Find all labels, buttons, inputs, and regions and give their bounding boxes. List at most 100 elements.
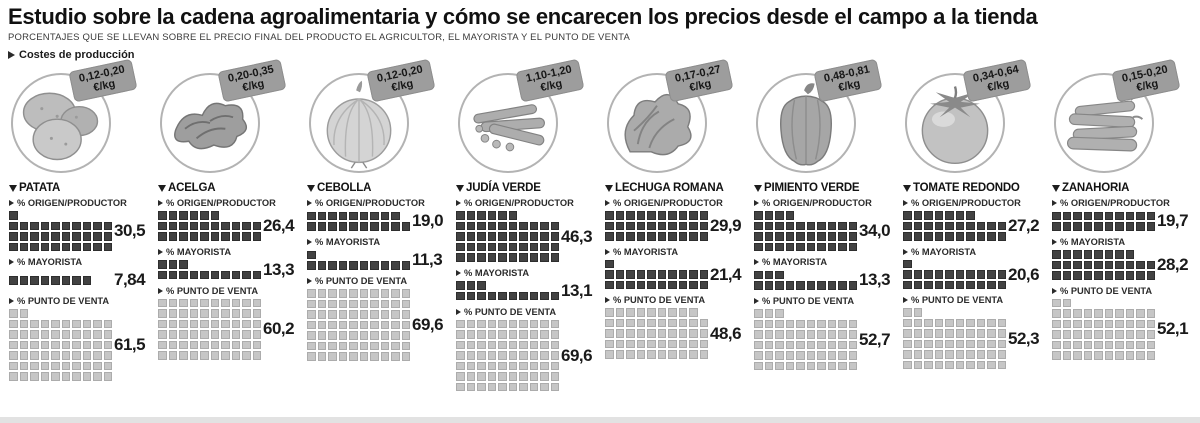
section-label: % PUNTO DE VENTA xyxy=(158,286,297,296)
waffle-row xyxy=(456,242,559,252)
waffle-square xyxy=(210,351,219,360)
waffle-row xyxy=(158,211,261,220)
waffle-square xyxy=(550,361,559,371)
waffle-square xyxy=(913,339,922,349)
waffle-square xyxy=(200,351,209,360)
waffle-square xyxy=(955,318,964,328)
triangle-right-icon xyxy=(307,278,312,285)
waffle-square xyxy=(82,372,91,381)
waffle-square xyxy=(189,351,198,360)
waffle-square xyxy=(519,242,528,252)
waffle-square xyxy=(1136,260,1145,270)
waffle-square xyxy=(242,270,251,280)
section-label: % ORIGEN/PRODUCTOR xyxy=(456,198,595,208)
waffle-square xyxy=(498,319,507,329)
waffle-square xyxy=(72,351,81,360)
waffle-square xyxy=(231,351,240,360)
waffle-square xyxy=(61,330,70,339)
waffle-row xyxy=(456,372,559,381)
product-photo-area: 1,10-1,20 €/kg xyxy=(458,58,585,179)
waffle-square xyxy=(913,232,922,241)
waffle-square xyxy=(796,221,805,231)
section-label: % ORIGEN/PRODUCTOR xyxy=(9,198,148,208)
waffle-square xyxy=(231,309,240,318)
waffle-square xyxy=(179,319,188,329)
waffle-square xyxy=(30,351,39,360)
waffle-square xyxy=(966,211,975,220)
waffle-square xyxy=(30,221,39,231)
waffle-square xyxy=(51,232,60,241)
waffle-square xyxy=(231,270,240,280)
waffle-square xyxy=(976,360,985,370)
waffle-square xyxy=(976,329,985,338)
waffle-row xyxy=(9,221,112,231)
waffle-square xyxy=(380,341,389,351)
waffle-row xyxy=(903,270,1006,279)
waffle-square xyxy=(519,291,528,301)
waffle-square xyxy=(328,352,337,361)
waffle-square xyxy=(1083,340,1092,350)
section-label: % MAYORISTA xyxy=(9,257,148,267)
waffle-square xyxy=(1062,319,1071,329)
waffle-square xyxy=(391,341,400,351)
waffle-square xyxy=(498,291,507,301)
waffle-square xyxy=(1062,271,1071,280)
waffle-square xyxy=(391,320,400,330)
waffle-square xyxy=(307,299,316,309)
waffle-square xyxy=(806,221,815,231)
waffle-square xyxy=(242,221,251,231)
waffle-square xyxy=(72,340,81,350)
waffle-square xyxy=(317,222,326,231)
waffle-square xyxy=(785,351,794,360)
waffle-row xyxy=(158,309,261,318)
waffle-square xyxy=(19,276,28,285)
waffle-square xyxy=(934,280,943,290)
waffle-square xyxy=(189,270,198,280)
triangle-down-icon xyxy=(158,184,166,192)
waffle-square xyxy=(1125,222,1134,231)
waffle-square xyxy=(626,280,635,290)
waffle-square xyxy=(1094,271,1103,280)
waffle-with-value: 26,4 xyxy=(158,211,297,241)
price-badge: 1,10-1,20 €/kg xyxy=(514,58,585,103)
waffle-square xyxy=(349,352,358,361)
waffle-row xyxy=(456,361,559,371)
waffle-grid xyxy=(307,211,410,231)
waffle-square xyxy=(806,242,815,252)
waffle-square xyxy=(40,242,49,252)
waffle-square xyxy=(529,253,538,262)
waffle-square xyxy=(689,280,698,290)
waffle-square xyxy=(487,319,496,329)
waffle-row xyxy=(1052,271,1155,280)
waffle-square xyxy=(168,221,177,231)
section-label: % PUNTO DE VENTA xyxy=(754,296,893,306)
waffle-square xyxy=(848,221,857,231)
waffle-square xyxy=(477,221,486,231)
waffle-square xyxy=(997,318,1006,328)
waffle-square xyxy=(817,351,826,360)
waffle-square xyxy=(615,329,624,338)
waffle-square xyxy=(1115,222,1124,231)
product-name: PIMIENTO VERDE xyxy=(754,182,893,194)
waffle-square xyxy=(1146,330,1155,339)
waffle-square xyxy=(924,318,933,328)
waffle-square xyxy=(317,261,326,270)
waffle-square xyxy=(1073,222,1082,231)
waffle-square xyxy=(785,340,794,350)
waffle-square xyxy=(529,319,538,329)
waffle-square xyxy=(966,270,975,279)
waffle-square xyxy=(1094,319,1103,329)
waffle-square xyxy=(1073,250,1082,259)
waffle-square xyxy=(252,351,261,360)
waffle-grid xyxy=(307,289,410,361)
waffle-square xyxy=(987,280,996,290)
waffle-square xyxy=(806,340,815,350)
waffle-square xyxy=(328,320,337,330)
waffle-square xyxy=(699,318,708,328)
waffle-square xyxy=(179,221,188,231)
section-label: % MAYORISTA xyxy=(456,268,595,278)
waffle-square xyxy=(997,329,1006,338)
waffle-square xyxy=(40,330,49,339)
waffle-square xyxy=(508,340,517,350)
waffle-square xyxy=(626,221,635,231)
